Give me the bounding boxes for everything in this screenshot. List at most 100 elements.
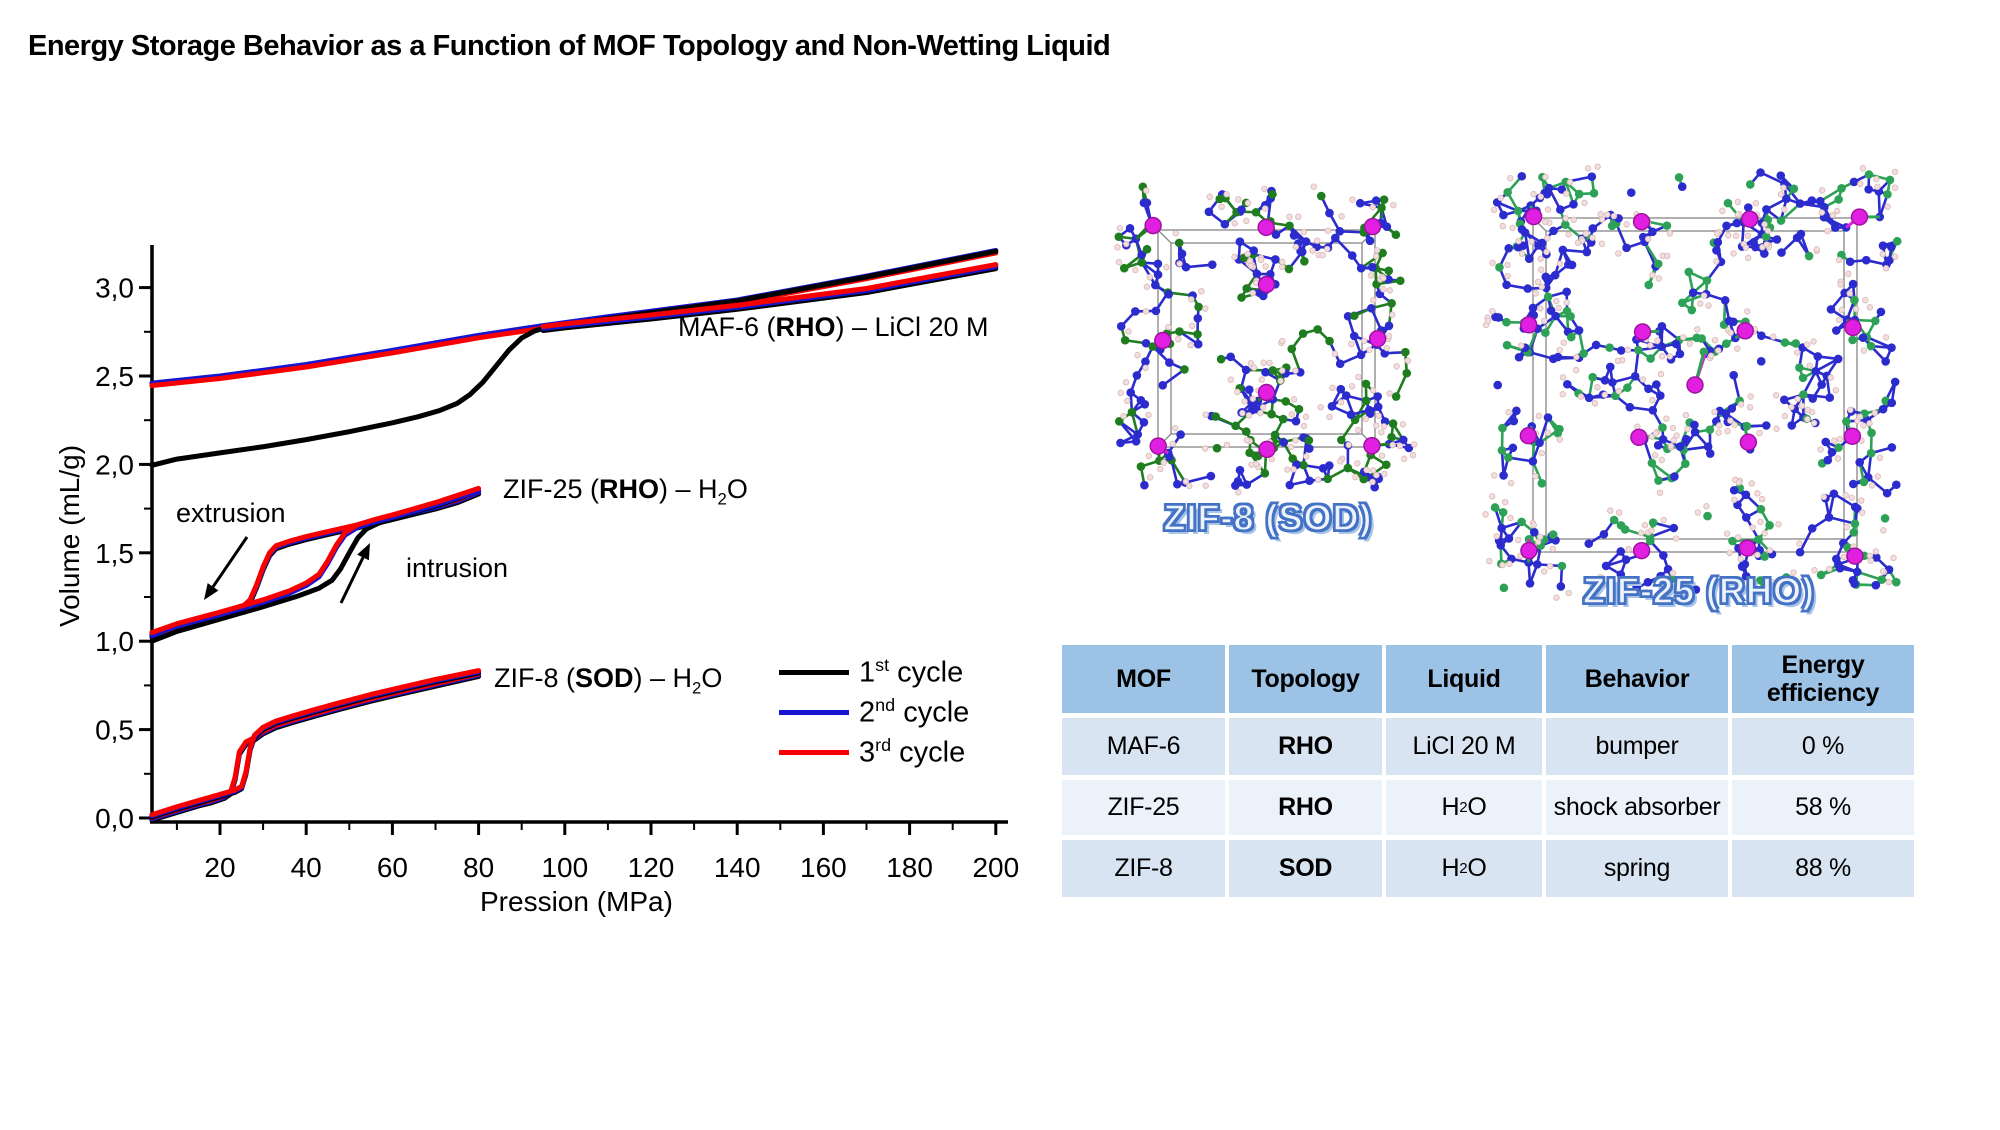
table-cell-segment: ZIF-25	[1107, 793, 1180, 821]
table-header-cell: Energy efficiency	[1732, 645, 1914, 713]
curve-z8_up-black	[149, 670, 482, 820]
curve-z8_up-red	[149, 668, 482, 818]
chart-legend: 1st cycle 2nd cycle 3rd cycle	[779, 652, 969, 772]
zif25-hydrogens	[1482, 163, 1899, 601]
curve-label-zif8: ZIF-8 (SOD) – H2O	[494, 663, 722, 698]
legend-label-2: 2nd cycle	[859, 695, 969, 730]
mof-summary-table: MOF Topology Liquid Behavior Energy efficien…	[1062, 645, 1914, 897]
extrusion-arrow	[204, 536, 249, 600]
intrusion-arrow	[339, 543, 370, 604]
intrusion-annotation: intrusion	[406, 553, 509, 583]
table-header-cell: Liquid	[1386, 645, 1542, 713]
legend-label-2-segment: 2	[859, 696, 876, 729]
x-tick-label: 180	[886, 852, 933, 883]
legend-label-3-segment: rd	[875, 734, 892, 755]
curve-label-zif8-segment: ZIF-8 (	[494, 663, 575, 693]
curve-z25_up23-red	[149, 485, 482, 636]
curve-label-zif8-segment: SOD	[575, 663, 634, 693]
x-tick-label: 80	[463, 852, 494, 883]
y-tick-label: 1,0	[95, 626, 134, 657]
curve-label-maf6-segment: MAF-6 (	[678, 312, 776, 342]
zif8-zinc-atoms	[1134, 216, 1390, 461]
legend-line-red	[779, 749, 849, 755]
table-cell-segment: O	[1467, 854, 1487, 882]
legend-label-1-segment: st	[875, 654, 890, 675]
table-cell: SOD	[1229, 840, 1382, 897]
legend-label-1-segment: 1	[859, 656, 876, 689]
curve-label-maf6: MAF-6 (RHO) – LiCl 20 M	[678, 312, 989, 343]
table-cell-segment: LiCl 20 M	[1412, 732, 1516, 760]
table-cell: bumper	[1546, 718, 1728, 775]
curve-label-zif25-segment: ZIF-25 (	[503, 474, 600, 504]
table-header-cell: Behavior	[1546, 645, 1728, 713]
pv-curves	[149, 247, 999, 823]
legend-line-blue	[779, 709, 849, 715]
zif8-structure-image	[1114, 182, 1418, 496]
table-cell: 88 %	[1732, 840, 1914, 897]
table-cell-segment: ZIF-8	[1114, 854, 1173, 882]
page-title: Energy Storage Behavior as a Function of…	[28, 30, 1111, 62]
table-cell-segment: 2	[1459, 799, 1468, 816]
legend-label-1: 1st cycle	[859, 655, 963, 690]
table-cell: ZIF-8	[1062, 840, 1225, 897]
table-cell-segment: 58 %	[1795, 793, 1851, 821]
curve-label-zif8-segment: 2	[692, 678, 702, 698]
x-tick-label: 200	[972, 852, 1019, 883]
legend-label-3-segment: cycle	[891, 736, 966, 769]
legend-entry-1: 1st cycle	[779, 652, 969, 692]
curve-z8_up-blue	[149, 669, 482, 819]
table-cell-segment: RHO	[1278, 732, 1333, 760]
curve-label-zif8-segment: O	[701, 663, 723, 693]
table-cell-segment: 88 %	[1795, 854, 1851, 882]
y-axis-title: Volume (mL/g)	[54, 444, 85, 628]
table-cell-segment: SOD	[1278, 854, 1333, 882]
zif8-hydrogens	[1114, 183, 1418, 496]
x-tick-label: 160	[800, 852, 847, 883]
table-cell: MAF-6	[1062, 718, 1225, 775]
table-cell-segment: bumper	[1595, 732, 1679, 760]
x-tick-label: 60	[377, 852, 408, 883]
table-cell: RHO	[1229, 780, 1382, 835]
x-axis-title: Pression (MPa)	[480, 886, 673, 917]
legend-line-black	[779, 669, 849, 675]
table-cell-segment: spring	[1603, 854, 1671, 882]
table-header-cell: Topology	[1229, 645, 1382, 713]
x-tick-label: 40	[291, 852, 322, 883]
table-cell-segment: RHO	[1278, 793, 1333, 821]
table-cell-segment: H	[1441, 854, 1460, 882]
table-cell: shock absorber	[1546, 780, 1728, 835]
table-cell: 0 %	[1732, 718, 1914, 775]
x-tick-label: 140	[714, 852, 761, 883]
curve-label-zif25: ZIF-25 (RHO) – H2O	[503, 474, 748, 509]
zif25-structure-label: ZIF-25 (RHO)	[1582, 569, 1815, 612]
curve-z8_down-red	[149, 671, 482, 821]
table-cell-segment: H	[1441, 793, 1460, 821]
table-header-cell: MOF	[1062, 645, 1225, 713]
legend-entry-3: 3rd cycle	[779, 732, 969, 772]
curve-maf6_up1-black	[149, 248, 999, 468]
y-tick-label: 0,5	[95, 715, 134, 746]
table-cell: 58 %	[1732, 780, 1914, 835]
table-cell-segment: 0 %	[1801, 732, 1845, 760]
table-cell-segment: O	[1467, 793, 1487, 821]
x-tick-label: 20	[204, 852, 235, 883]
curve-label-maf6-segment: ) – LiCl 20 M	[835, 312, 989, 342]
y-tick-label: 2,5	[95, 361, 134, 392]
y-tick-label: 3,0	[95, 273, 134, 304]
x-tick-label: 100	[541, 852, 588, 883]
legend-label-2-segment: nd	[875, 694, 896, 715]
curve-maf6_descend-red	[540, 262, 999, 329]
zif25-zinc-atoms	[1519, 205, 1880, 565]
table-cell-segment: MAF-6	[1106, 732, 1181, 760]
zif25-structure-image	[1482, 163, 1902, 601]
table-cell-segment: shock absorber	[1553, 793, 1721, 821]
curve-label-maf6-segment: RHO	[775, 312, 836, 342]
extrusion-annotation: extrusion	[176, 498, 286, 528]
curve-label-zif25-segment: 2	[717, 489, 727, 509]
curve-label-zif25-segment: ) – H	[659, 474, 718, 504]
chart-axes: 20 40 60 80 100 120 140 160 180 200 0,0 0,5 1,0 1,5 2,…	[95, 245, 1019, 883]
table-cell-segment: 2	[1459, 860, 1468, 877]
